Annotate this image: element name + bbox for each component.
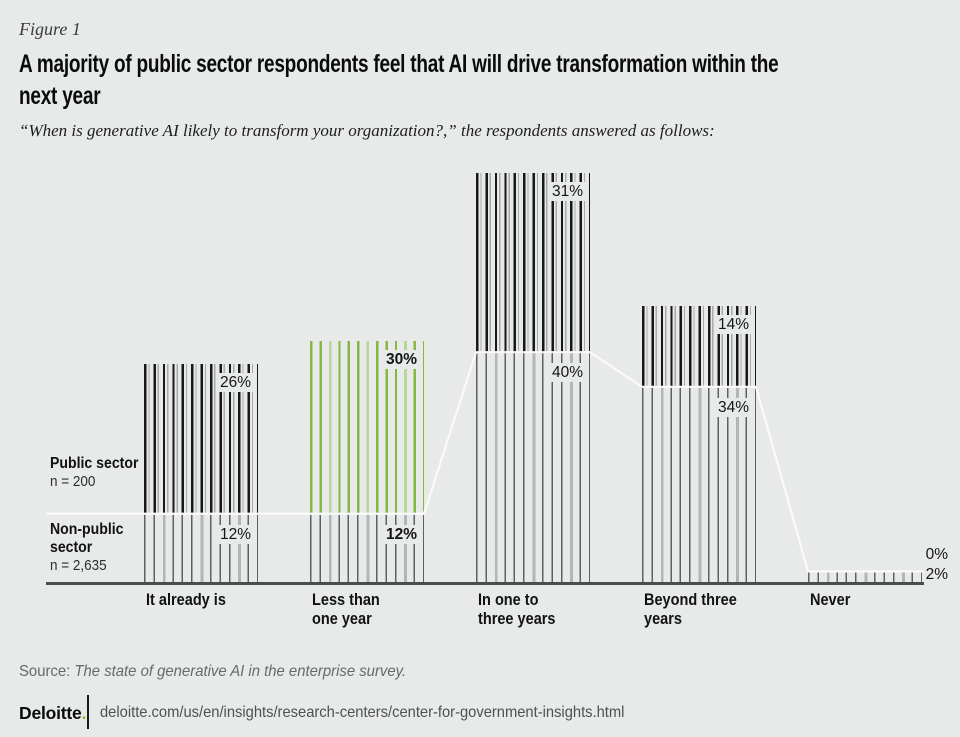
- category-label-4: Never: [810, 591, 851, 609]
- page-title-line2: next year: [19, 82, 101, 110]
- bar-nonpublic-4: [808, 571, 922, 583]
- figure-label: Figure 1: [19, 19, 81, 39]
- deloitte-green-dot: .: [81, 703, 87, 723]
- value-label-nonpublic-4: 2%: [925, 566, 948, 583]
- chart-subtitle: “When is generative AI likely to transfo…: [19, 121, 715, 140]
- source-note: Source: The state of generative AI in th…: [19, 663, 406, 681]
- category-label-2: In one to three years: [478, 591, 556, 628]
- page-title-line1: A majority of public sector respondents …: [19, 50, 779, 78]
- bar-nonpublic-2: [476, 352, 590, 583]
- value-label-public-2: 31%: [548, 182, 586, 202]
- bar-public-2: [476, 173, 590, 353]
- value-label-public-3: 14%: [714, 315, 752, 335]
- value-label-nonpublic-3: 34%: [714, 397, 752, 417]
- value-label-public-1: 30%: [382, 349, 420, 369]
- value-label-public-0: 26%: [216, 372, 254, 392]
- legend-nonpublic: Non-public sector n = 2,635: [50, 521, 142, 574]
- value-label-public-4: 0%: [925, 546, 948, 563]
- value-label-nonpublic-0: 12%: [216, 524, 254, 544]
- page-title: A majority of public sector respondents …: [19, 48, 960, 112]
- source-title: The state of generative AI in the enterp…: [74, 663, 407, 680]
- value-label-nonpublic-1: 12%: [382, 524, 420, 544]
- deloitte-logo: Deloitte.: [19, 703, 86, 724]
- category-label-3: Beyond three years: [644, 591, 737, 628]
- series-label-nonpublic: Non-public sector: [50, 521, 124, 556]
- x-axis-line: [46, 582, 924, 585]
- footer-url: deloitte.com/us/en/insights/research-cen…: [100, 704, 625, 721]
- footer-divider: [87, 695, 89, 729]
- value-label-nonpublic-2: 40%: [548, 363, 586, 383]
- category-label-0: It already is: [146, 591, 226, 609]
- deloitte-wordmark: Deloitte: [19, 703, 82, 723]
- source-label: Source:: [19, 663, 75, 680]
- series-label-public: Public sector: [50, 455, 139, 472]
- series-n-nonpublic: n = 2,635: [50, 557, 107, 574]
- legend-public: Public sector n = 200: [50, 455, 160, 490]
- series-n-public: n = 200: [50, 473, 96, 490]
- category-label-1: Less than one year: [312, 591, 380, 628]
